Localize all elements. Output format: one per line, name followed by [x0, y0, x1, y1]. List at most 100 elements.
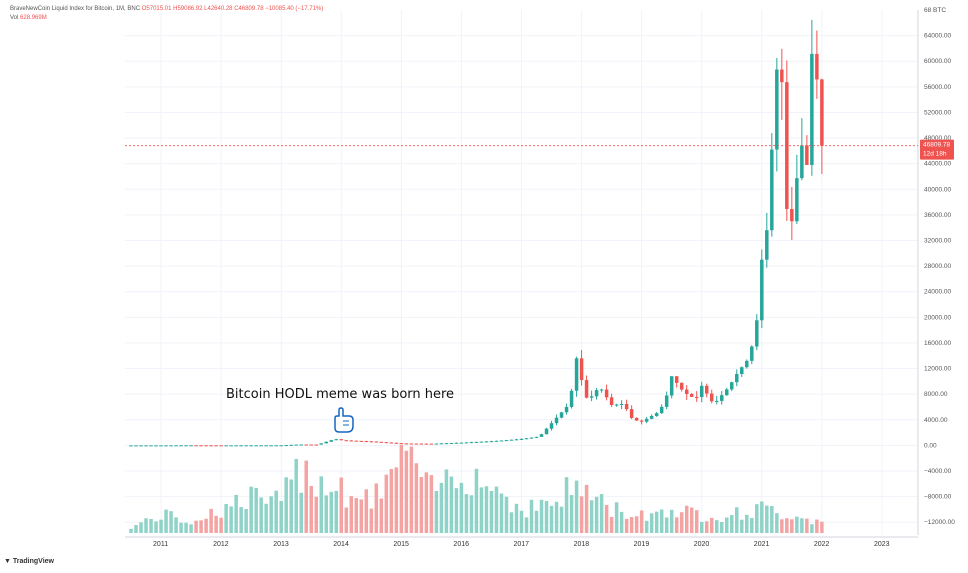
volume-bar: [284, 477, 288, 533]
volume-bar: [194, 520, 198, 533]
candle-body: [614, 404, 619, 406]
volume-bar: [785, 518, 789, 533]
volume-bar: [569, 495, 574, 533]
candle-body: [790, 209, 794, 222]
candle-body: [579, 358, 584, 381]
volume-bar: [674, 517, 679, 533]
volume-bar: [649, 513, 654, 533]
volume-bar: [389, 469, 394, 533]
candle-body: [179, 445, 183, 447]
volume-bar: [229, 506, 233, 533]
volume-bar: [424, 472, 429, 533]
volume-bar: [795, 516, 799, 533]
volume-bar: [684, 505, 689, 533]
volume-bar: [449, 476, 454, 533]
candle-body: [244, 445, 248, 447]
y-tick-label: 28000.00: [924, 263, 951, 270]
candle-body: [704, 385, 709, 394]
volume-bar: [444, 469, 449, 533]
y-tick-label: 52000.00: [924, 109, 951, 116]
candle-body: [254, 445, 258, 447]
x-tick-label: 2015: [393, 541, 409, 548]
candle-body: [324, 441, 329, 444]
volume-bar: [694, 510, 699, 533]
candle-body: [800, 145, 804, 179]
volume-header: Vol 628.969M: [10, 15, 47, 21]
candle-body: [199, 445, 203, 447]
volume-bar: [304, 460, 308, 533]
symbol-name[interactable]: BraveNewCoin Liquid Index for Bitcoin, 1…: [10, 6, 141, 12]
candle-body: [629, 409, 634, 418]
candle-body: [684, 389, 689, 394]
volume-bar: [239, 507, 243, 533]
volume-bar: [619, 511, 624, 533]
volume-bar: [709, 517, 714, 533]
candle-body: [189, 445, 193, 447]
volume-bar: [144, 518, 148, 533]
candle-body: [775, 69, 779, 150]
candle-body: [820, 79, 824, 146]
candle-body: [194, 445, 198, 447]
candle-body: [289, 444, 293, 446]
candle-body: [334, 439, 339, 441]
volume-bar: [234, 494, 238, 533]
candle-body: [219, 445, 223, 447]
tradingview-logo[interactable]: ▼ TradingView: [4, 558, 54, 565]
candle-body: [549, 423, 554, 429]
candle-body: [414, 443, 419, 445]
candle-body: [815, 53, 819, 80]
volume-bar: [579, 496, 584, 533]
volume-bar: [574, 480, 579, 533]
volume-bar: [659, 509, 664, 533]
candle-body: [444, 443, 449, 445]
volume-bar: [299, 492, 303, 533]
volume-bar: [379, 498, 384, 533]
volume-bar: [259, 497, 263, 533]
volume-bar: [469, 495, 474, 533]
x-tick-label: 2021: [754, 541, 770, 548]
x-tick-label: 2017: [514, 541, 530, 548]
candle-body: [319, 443, 323, 445]
volume-bar: [324, 495, 329, 533]
volume-bar: [790, 519, 794, 533]
candle-body: [765, 230, 769, 260]
volume-bar: [174, 517, 178, 533]
volume-bar: [264, 503, 268, 533]
volume-bar: [209, 508, 213, 533]
candle-body: [469, 442, 474, 444]
volume-bar: [399, 444, 404, 533]
candle-body: [239, 445, 243, 447]
volume-bar: [249, 486, 253, 533]
y-tick-label: −12000.00: [924, 519, 955, 526]
candle-body: [504, 440, 509, 442]
volume-bar: [294, 458, 298, 533]
volume-label: Vol: [10, 15, 19, 21]
volume-bar: [369, 508, 374, 533]
candle-body: [164, 445, 168, 447]
volume-bar: [319, 476, 323, 533]
volume-bar: [730, 515, 734, 533]
volume-bar: [219, 517, 223, 533]
candle-body: [589, 396, 594, 398]
candle-body: [309, 444, 313, 446]
candle-body: [755, 320, 759, 347]
candle-body: [454, 442, 459, 444]
candle-body: [304, 444, 308, 446]
volume-bar: [820, 521, 824, 533]
volume-bar: [689, 507, 694, 533]
volume-bar: [129, 528, 133, 533]
y-tick-label: 44000.00: [924, 161, 951, 168]
volume-bar: [224, 503, 228, 533]
candle-body: [364, 441, 369, 443]
volume-bar: [419, 477, 424, 533]
volume-bar: [364, 489, 369, 533]
volume-bar: [524, 517, 529, 533]
candle-body: [154, 445, 158, 447]
volume-bar: [169, 511, 173, 533]
low-value: L42640.28: [204, 6, 233, 12]
candle-body: [619, 403, 624, 405]
candle-body: [139, 445, 143, 447]
volume-bar: [594, 496, 599, 533]
volume-bar: [159, 519, 163, 533]
